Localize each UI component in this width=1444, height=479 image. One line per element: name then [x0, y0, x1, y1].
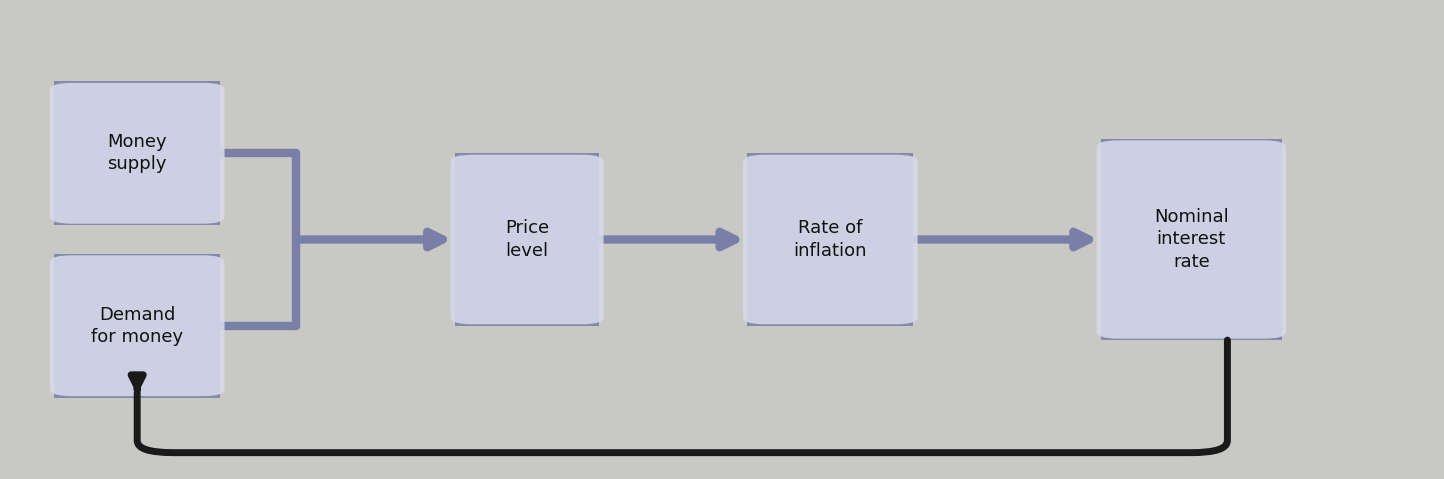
- FancyBboxPatch shape: [53, 254, 219, 398]
- FancyBboxPatch shape: [49, 255, 224, 396]
- Text: Money
supply: Money supply: [107, 133, 168, 173]
- FancyBboxPatch shape: [49, 83, 224, 224]
- Text: Nominal
interest
rate: Nominal interest rate: [1154, 208, 1229, 271]
- FancyBboxPatch shape: [742, 155, 917, 324]
- FancyBboxPatch shape: [748, 153, 913, 326]
- FancyBboxPatch shape: [53, 81, 219, 225]
- Text: Demand
for money: Demand for money: [91, 306, 183, 346]
- FancyBboxPatch shape: [1100, 139, 1281, 340]
- FancyBboxPatch shape: [1096, 140, 1285, 339]
- Text: Price
level: Price level: [505, 219, 549, 260]
- Text: Rate of
inflation: Rate of inflation: [794, 219, 866, 260]
- FancyBboxPatch shape: [455, 153, 599, 326]
- FancyBboxPatch shape: [451, 155, 604, 324]
